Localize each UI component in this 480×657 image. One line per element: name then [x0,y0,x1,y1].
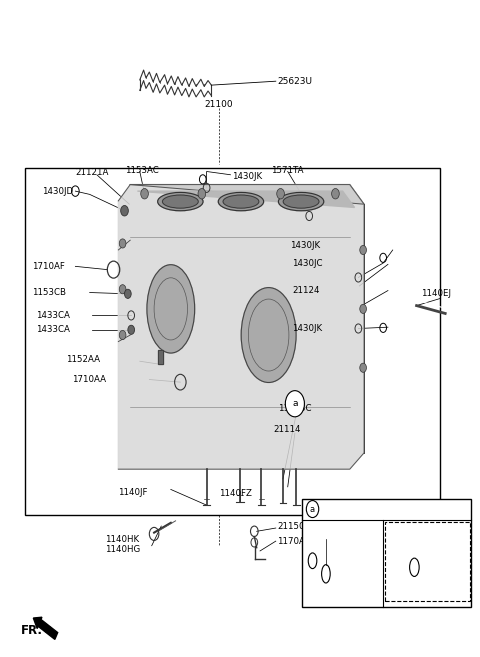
Ellipse shape [147,265,195,353]
Bar [302,499,471,606]
Ellipse shape [162,195,198,208]
Text: (ALT.): (ALT.) [388,525,410,533]
Text: 1430JK: 1430JK [232,171,263,181]
Ellipse shape [283,195,319,208]
Text: 1140FZ: 1140FZ [218,489,252,498]
Circle shape [119,284,126,294]
Text: 1430JC: 1430JC [291,259,322,267]
Text: 21150: 21150 [277,522,305,531]
Circle shape [124,289,131,298]
Ellipse shape [157,193,203,211]
Circle shape [285,391,304,417]
Bar [158,350,163,365]
Circle shape [120,206,128,216]
Circle shape [119,239,126,248]
Ellipse shape [241,288,296,382]
Text: 11403C: 11403C [278,405,312,413]
Text: 21124: 21124 [292,286,320,295]
Text: 1433CA: 1433CA [36,325,70,334]
Text: 1140HK: 1140HK [106,535,140,543]
Text: 1710AF: 1710AF [33,262,65,271]
Circle shape [360,246,366,254]
Text: 1751GI: 1751GI [312,539,340,548]
Text: a: a [310,505,315,514]
Text: 1140EJ: 1140EJ [421,288,451,298]
Text: 1430JK: 1430JK [292,324,323,333]
Text: 21114: 21114 [274,425,301,434]
Circle shape [332,189,339,199]
Text: 21121A: 21121A [75,168,109,177]
Polygon shape [137,191,355,208]
Circle shape [141,189,148,199]
Ellipse shape [218,193,264,211]
Circle shape [360,304,366,313]
Text: 25623U: 25623U [277,77,312,85]
Ellipse shape [278,193,324,211]
Circle shape [277,189,284,199]
Text: 1430JK: 1430JK [290,241,320,250]
Text: 21314A: 21314A [388,539,420,548]
Bar [385,522,469,601]
Text: 1153CB: 1153CB [33,288,66,297]
Text: 21100: 21100 [204,100,233,108]
Circle shape [306,501,319,518]
FancyArrow shape [33,617,58,639]
Bar [25,168,441,515]
Text: 1170AA: 1170AA [277,537,311,545]
Bar [158,350,163,365]
Text: 1433CA: 1433CA [36,311,70,320]
Text: 1140JF: 1140JF [118,487,148,497]
Text: 1153AC: 1153AC [125,166,159,175]
Circle shape [119,330,126,340]
Text: FR.: FR. [21,624,42,637]
Text: 1571TA: 1571TA [271,166,303,175]
Text: 1152AA: 1152AA [66,355,100,365]
Ellipse shape [223,195,259,208]
Text: 1710AA: 1710AA [72,375,106,384]
Text: a: a [292,399,298,408]
Text: 1430JD: 1430JD [42,187,73,196]
Polygon shape [118,185,364,469]
Text: 21133: 21133 [307,525,333,533]
Circle shape [360,363,366,373]
Polygon shape [130,185,364,204]
Circle shape [198,189,205,199]
Circle shape [128,325,134,334]
Text: 1140HG: 1140HG [106,545,141,554]
